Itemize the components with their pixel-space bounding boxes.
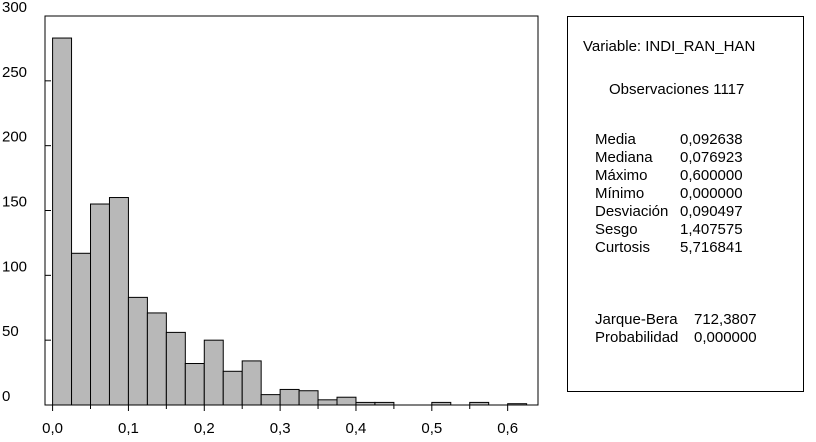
stat-label: Mediana xyxy=(595,149,653,166)
histogram-bar xyxy=(317,399,338,406)
histogram-bar xyxy=(146,312,167,406)
stat-value: 0,092638 xyxy=(680,131,743,148)
y-tick-label: 250 xyxy=(2,64,27,81)
histogram-bar xyxy=(203,339,224,406)
histogram-bar xyxy=(279,388,300,406)
y-tick-label: 300 xyxy=(2,0,27,16)
histogram-bar xyxy=(165,331,186,406)
test-value: 712,3807 xyxy=(694,311,757,328)
stat-label: Desviación xyxy=(595,203,669,220)
x-tick-label: 0,5 xyxy=(421,420,442,437)
statistics-panel: Variable: INDI_RAN_HAN Observaciones 111… xyxy=(567,16,804,392)
y-tick-label: 100 xyxy=(2,258,27,275)
y-tick-label: 0 xyxy=(2,388,10,405)
histogram-bar xyxy=(260,394,281,406)
stat-value: 0,076923 xyxy=(680,149,743,166)
histogram-bar xyxy=(222,370,243,406)
stat-value: 0,600000 xyxy=(680,167,743,184)
stat-label: Máximo xyxy=(595,167,648,184)
stat-value: 0,090497 xyxy=(680,203,743,220)
x-tick-label: 0,6 xyxy=(497,420,518,437)
test-value: 0,000000 xyxy=(694,329,757,346)
x-tick-label: 0,0 xyxy=(42,420,63,437)
histogram-bar xyxy=(108,197,129,406)
test-label: Probabilidad xyxy=(595,329,679,346)
axis-ticks: 0 50 100 150 200 250 300 0,0 0,1 0,2 0,3 0,4 0,5 0,6 xyxy=(2,0,518,437)
x-tick-label: 0,3 xyxy=(270,420,291,437)
histogram-bar xyxy=(127,296,148,406)
observations-count: Observaciones 1117 xyxy=(609,81,745,98)
histogram-bar xyxy=(52,37,73,406)
histogram-bars xyxy=(52,37,528,406)
stat-value: 5,716841 xyxy=(680,239,743,256)
histogram-bar xyxy=(90,203,110,406)
y-tick-label: 50 xyxy=(2,323,19,340)
stat-label: Media xyxy=(595,131,636,148)
test-label: Jarque-Bera xyxy=(595,311,678,328)
stat-value: 1,407575 xyxy=(680,221,743,238)
variable-name: Variable: INDI_RAN_HAN xyxy=(583,38,756,55)
histogram-bar xyxy=(71,252,92,406)
histogram-bar xyxy=(336,396,357,406)
stat-label: Sesgo xyxy=(595,221,638,238)
stat-label: Curtosis xyxy=(595,239,651,256)
y-tick-label: 200 xyxy=(2,129,27,146)
histogram-chart: 0 50 100 150 200 250 300 0,0 0,1 0,2 0,3 0,4 0,5 0,6 xyxy=(2,0,539,437)
histogram-bar xyxy=(298,390,319,406)
y-tick-label: 150 xyxy=(2,194,27,211)
x-tick-label: 0,4 xyxy=(346,420,367,437)
stat-value: 0,000000 xyxy=(680,185,743,202)
histogram-bar xyxy=(241,360,262,406)
stat-label: Mínimo xyxy=(595,185,645,202)
x-tick-label: 0,2 xyxy=(194,420,215,437)
histogram-bar xyxy=(184,363,205,406)
x-tick-label: 0,1 xyxy=(118,420,139,437)
